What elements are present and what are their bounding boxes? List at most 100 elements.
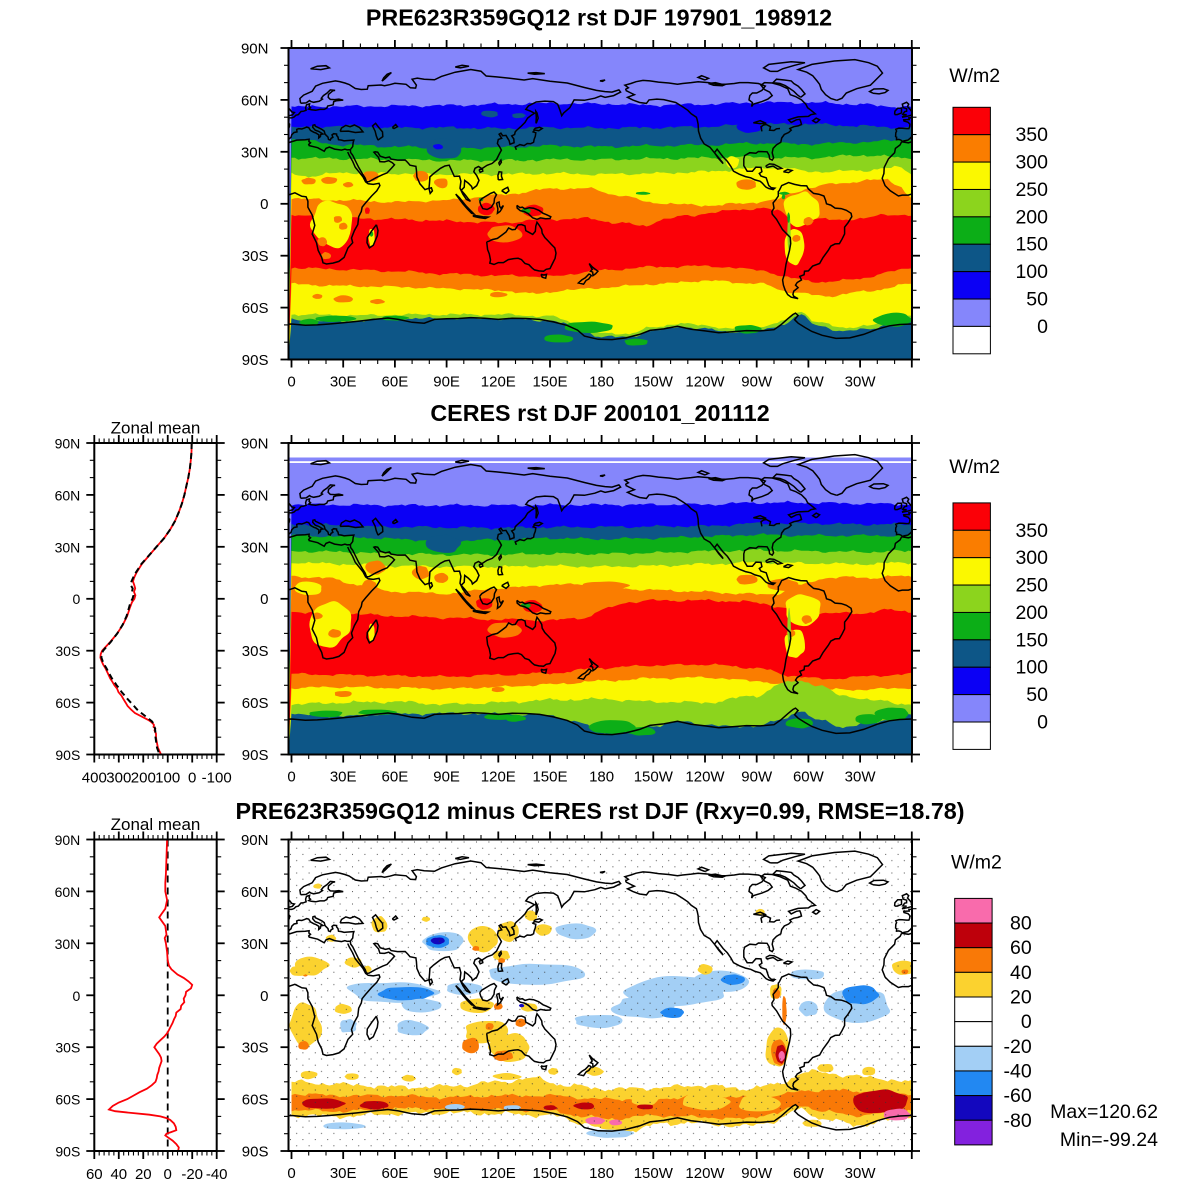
svg-text:60N: 60N	[241, 884, 269, 901]
svg-text:60E: 60E	[382, 374, 409, 391]
svg-text:0: 0	[188, 770, 196, 787]
svg-text:90W: 90W	[741, 769, 773, 786]
svg-text:-20: -20	[1004, 1036, 1032, 1058]
svg-text:PRE623R359GQ12 minus CERES rst: PRE623R359GQ12 minus CERES rst DJF (Rxy=…	[235, 798, 964, 824]
svg-text:90N: 90N	[55, 436, 81, 452]
svg-text:CERES rst DJF 200101_201112: CERES rst DJF 200101_201112	[430, 400, 769, 426]
svg-text:W/m2: W/m2	[949, 65, 1000, 87]
svg-text:30E: 30E	[330, 374, 357, 391]
svg-text:150W: 150W	[634, 374, 674, 391]
svg-text:90S: 90S	[55, 1144, 80, 1160]
svg-text:0: 0	[1037, 712, 1048, 734]
svg-text:80: 80	[1010, 913, 1032, 935]
svg-text:50: 50	[1026, 289, 1048, 311]
svg-text:120W: 120W	[685, 374, 725, 391]
svg-text:50: 50	[1026, 684, 1048, 706]
svg-text:W/m2: W/m2	[949, 456, 1000, 478]
svg-text:180: 180	[589, 769, 614, 786]
svg-text:90S: 90S	[55, 747, 80, 763]
svg-text:90N: 90N	[241, 41, 269, 58]
svg-text:150E: 150E	[532, 1165, 567, 1182]
svg-text:30N: 30N	[241, 144, 269, 161]
svg-text:90E: 90E	[433, 374, 460, 391]
svg-text:0: 0	[260, 591, 268, 608]
svg-text:60S: 60S	[242, 695, 269, 712]
svg-text:60: 60	[1010, 937, 1032, 959]
svg-text:90W: 90W	[741, 374, 773, 391]
svg-text:60W: 60W	[793, 1165, 825, 1182]
svg-text:0: 0	[1037, 316, 1048, 338]
svg-text:90E: 90E	[433, 1165, 460, 1182]
svg-text:150E: 150E	[532, 769, 567, 786]
svg-text:60N: 60N	[55, 884, 81, 900]
svg-text:20: 20	[135, 1166, 152, 1183]
svg-text:60N: 60N	[55, 487, 81, 503]
svg-text:120W: 120W	[685, 769, 725, 786]
svg-text:30E: 30E	[330, 1165, 357, 1182]
svg-text:-100: -100	[202, 770, 232, 787]
svg-text:100: 100	[1015, 261, 1048, 283]
svg-text:60W: 60W	[793, 769, 825, 786]
svg-text:300: 300	[106, 770, 131, 787]
svg-text:60S: 60S	[55, 1092, 80, 1108]
svg-text:90W: 90W	[741, 1165, 773, 1182]
svg-text:Min=-99.24: Min=-99.24	[1060, 1129, 1158, 1151]
svg-text:90E: 90E	[433, 769, 460, 786]
svg-text:60: 60	[86, 1166, 103, 1183]
svg-text:30S: 30S	[242, 1040, 269, 1057]
svg-text:30W: 30W	[845, 374, 877, 391]
svg-text:30S: 30S	[55, 643, 80, 659]
svg-text:-40: -40	[1004, 1061, 1032, 1083]
svg-text:Max=120.62: Max=120.62	[1050, 1101, 1158, 1123]
svg-text:200: 200	[1015, 206, 1048, 228]
svg-text:Zonal mean: Zonal mean	[111, 419, 201, 438]
svg-text:150: 150	[1015, 629, 1048, 651]
svg-text:120E: 120E	[481, 1165, 516, 1182]
svg-text:0: 0	[260, 196, 268, 213]
svg-text:30N: 30N	[55, 539, 81, 555]
svg-text:180: 180	[589, 1165, 614, 1182]
svg-text:60S: 60S	[242, 1092, 269, 1109]
svg-text:60N: 60N	[241, 92, 269, 109]
svg-text:200: 200	[1015, 602, 1048, 624]
svg-text:90N: 90N	[241, 832, 269, 849]
svg-text:150: 150	[1015, 234, 1048, 256]
svg-text:-80: -80	[1004, 1110, 1032, 1132]
svg-text:0: 0	[1021, 1011, 1032, 1033]
svg-text:-60: -60	[1004, 1085, 1032, 1107]
svg-text:180: 180	[589, 374, 614, 391]
svg-text:30S: 30S	[55, 1040, 80, 1056]
svg-text:40: 40	[1010, 962, 1032, 984]
svg-text:90S: 90S	[242, 747, 269, 764]
svg-text:30W: 30W	[845, 1165, 877, 1182]
svg-text:200: 200	[131, 770, 156, 787]
svg-text:0: 0	[287, 374, 295, 391]
svg-text:30S: 30S	[242, 643, 269, 660]
svg-text:30N: 30N	[241, 539, 269, 556]
svg-text:0: 0	[260, 988, 268, 1005]
svg-text:90N: 90N	[241, 436, 269, 453]
svg-text:120E: 120E	[481, 769, 516, 786]
svg-text:W/m2: W/m2	[951, 852, 1002, 874]
svg-text:350: 350	[1015, 520, 1048, 542]
svg-text:150W: 150W	[634, 769, 674, 786]
svg-text:120E: 120E	[481, 374, 516, 391]
svg-text:120W: 120W	[685, 1165, 725, 1182]
svg-text:20: 20	[1010, 987, 1032, 1009]
svg-text:30N: 30N	[241, 936, 269, 953]
svg-text:250: 250	[1015, 575, 1048, 597]
svg-text:0: 0	[73, 591, 81, 607]
svg-text:250: 250	[1015, 179, 1048, 201]
svg-text:30N: 30N	[55, 936, 81, 952]
svg-text:100: 100	[1015, 657, 1048, 679]
svg-text:40: 40	[110, 1166, 127, 1183]
svg-text:60E: 60E	[382, 769, 409, 786]
svg-text:90S: 90S	[242, 1144, 269, 1161]
svg-text:60N: 60N	[241, 487, 269, 504]
svg-text:0: 0	[73, 988, 81, 1004]
svg-text:90N: 90N	[55, 832, 81, 848]
svg-text:0: 0	[287, 769, 295, 786]
svg-text:30E: 30E	[330, 769, 357, 786]
svg-text:60S: 60S	[55, 695, 80, 711]
svg-text:350: 350	[1015, 124, 1048, 146]
